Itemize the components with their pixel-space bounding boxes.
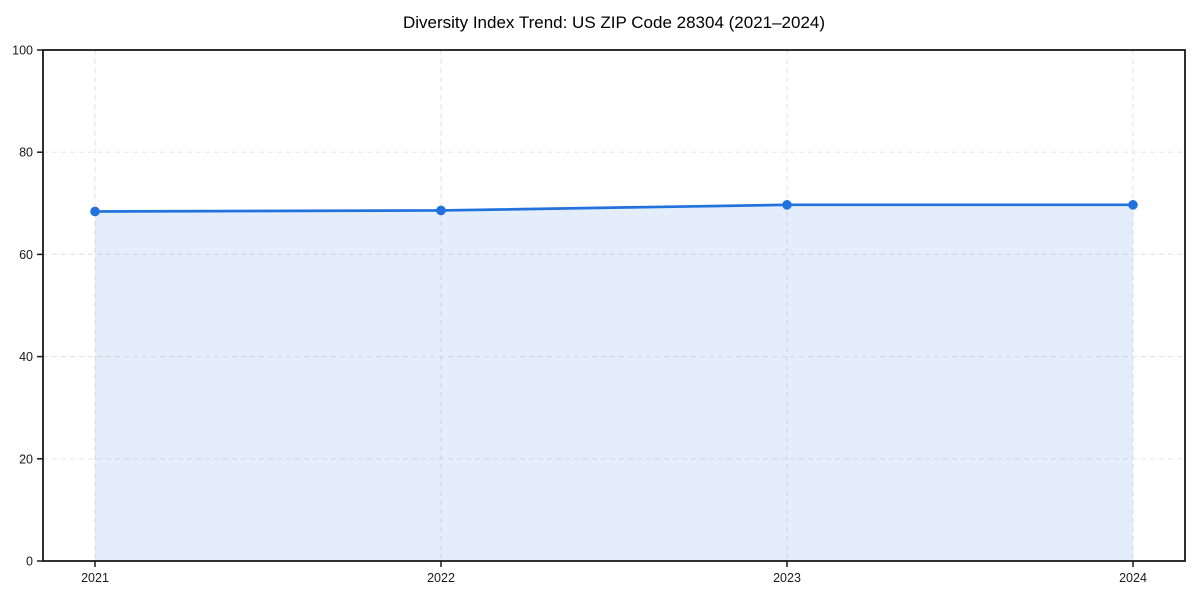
y-tick-label: 80 [19, 146, 33, 160]
x-tick-label: 2021 [81, 571, 109, 585]
trend-line [93, 203, 1135, 213]
data-point [782, 200, 792, 210]
plot-border [42, 49, 1186, 562]
x-tick-label: 2022 [427, 571, 455, 585]
y-tick-label: 0 [26, 555, 33, 569]
y-tick-label: 100 [12, 44, 33, 58]
y-tick-label: 20 [19, 452, 33, 466]
data-point [1128, 200, 1138, 210]
chart-title: Diversity Index Trend: US ZIP Code 28304… [402, 13, 826, 32]
x-tick-label: 2024 [1119, 571, 1147, 585]
y-tick-label: 60 [19, 248, 33, 262]
x-tick-label: 2023 [773, 571, 801, 585]
y-tick-label: 40 [19, 350, 33, 364]
area-fill [95, 204, 1133, 561]
data-point [90, 206, 100, 217]
data-point [436, 205, 446, 216]
